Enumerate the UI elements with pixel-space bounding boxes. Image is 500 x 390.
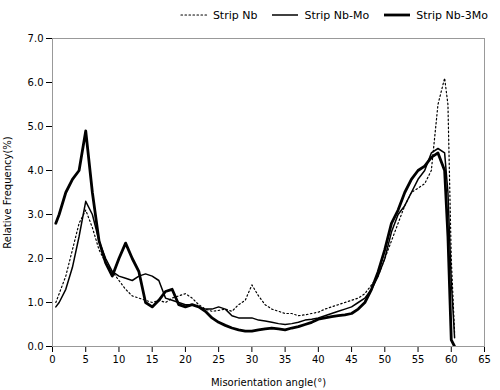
svg-text:55: 55 [412, 354, 425, 365]
svg-text:60: 60 [445, 354, 458, 365]
svg-text:0.0: 0.0 [28, 341, 44, 352]
svg-text:50: 50 [378, 354, 391, 365]
svg-text:25: 25 [212, 354, 225, 365]
html-text:Strip Nb: Strip Nb [212, 8, 258, 22]
svg-text:45: 45 [345, 354, 358, 365]
svg-text:15: 15 [146, 354, 159, 365]
svg-text:65: 65 [478, 354, 491, 365]
svg-text:5: 5 [83, 354, 89, 365]
html-text:Strip Nb-3Mo: Strip Nb-3Mo [416, 8, 488, 22]
html-text:Strip Nb-Mo: Strip Nb-Mo [304, 8, 370, 22]
svg-text:6.0: 6.0 [28, 77, 44, 88]
svg-text:0: 0 [49, 354, 55, 365]
svg-text:4.0: 4.0 [28, 165, 44, 176]
svg-text:Misorientation angle(°): Misorientation angle(°) [211, 377, 326, 388]
svg-text:2.0: 2.0 [28, 253, 44, 264]
svg-text:3.0: 3.0 [28, 209, 44, 220]
svg-text:Relative Frequency(%): Relative Frequency(%) [2, 136, 13, 249]
svg-text:30: 30 [246, 354, 259, 365]
svg-text:7.0: 7.0 [28, 33, 44, 44]
svg-text:10: 10 [113, 354, 126, 365]
svg-text:35: 35 [279, 354, 292, 365]
svg-text:40: 40 [312, 354, 325, 365]
svg-text:5.0: 5.0 [28, 121, 44, 132]
svg-text:20: 20 [179, 354, 192, 365]
svg-text:1.0: 1.0 [28, 297, 44, 308]
